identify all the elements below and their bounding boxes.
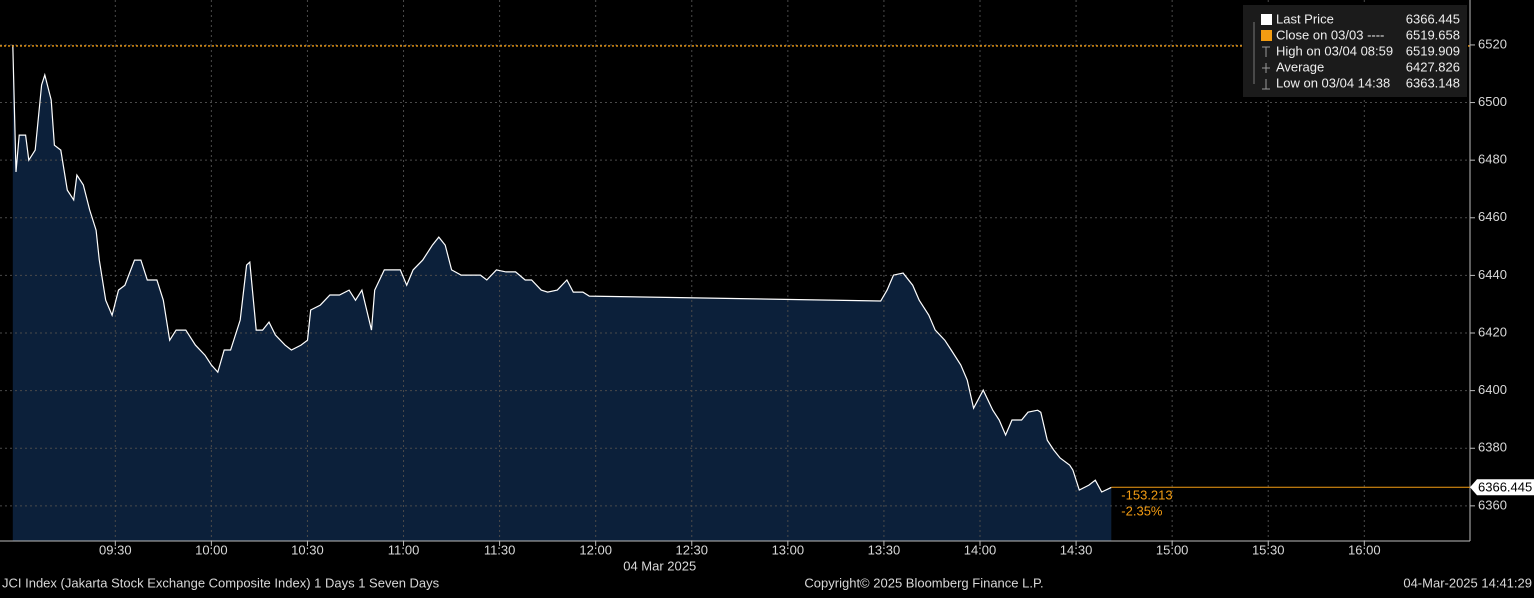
x-tick-label: 13:30 (868, 542, 901, 557)
x-tick-label: 10:30 (291, 542, 324, 557)
footer-right: 04-Mar-2025 14:41:29 (1403, 575, 1532, 590)
legend-label: Last Price (1276, 11, 1334, 26)
x-tick-label: 16:00 (1348, 542, 1381, 557)
x-tick-label: 14:30 (1060, 542, 1093, 557)
legend-label: Close on 03/03 ---- (1276, 27, 1384, 42)
area (12, 44, 1112, 542)
change-label: -2.35% (1121, 504, 1163, 519)
y-tick-label: 6500 (1478, 94, 1507, 109)
x-tick-label: 09:30 (99, 542, 132, 557)
y-tick-label: 6400 (1478, 382, 1507, 397)
y-tick-label: 6460 (1478, 209, 1507, 224)
x-tick-label: 13:00 (772, 542, 805, 557)
legend-value: 6427.826 (1406, 59, 1460, 74)
legend-label: Low on 03/04 14:38 (1276, 75, 1390, 90)
x-tick-label: 15:30 (1252, 542, 1285, 557)
legend-value: 6363.148 (1406, 75, 1460, 90)
legend-label: High on 03/04 08:59 (1276, 43, 1393, 58)
y-tick-label: 6360 (1478, 497, 1507, 512)
legend-label: Average (1276, 59, 1324, 74)
legend-swatch (1261, 30, 1272, 41)
x-tick-label: 14:00 (964, 542, 997, 557)
last-price-tag: 6366.445 (1478, 480, 1532, 495)
legend-box (1243, 5, 1467, 97)
y-tick-label: 6480 (1478, 152, 1507, 167)
change-label: -153.213 (1121, 488, 1172, 503)
legend-swatch (1261, 14, 1272, 25)
y-tick-label: 6420 (1478, 324, 1507, 339)
y-tick-label: 6440 (1478, 267, 1507, 282)
x-tick-label: 11:00 (388, 542, 420, 557)
y-tick-label: 6520 (1478, 36, 1507, 51)
x-tick-label: 10:00 (195, 542, 228, 557)
legend-value: 6519.658 (1406, 27, 1460, 42)
legend-value: 6366.445 (1406, 11, 1460, 26)
x-tick-label: 15:00 (1156, 542, 1189, 557)
x-tick-label: 12:30 (675, 542, 708, 557)
y-tick-label: 6380 (1478, 440, 1507, 455)
footer-center: Copyright© 2025 Bloomberg Finance L.P. (804, 575, 1043, 590)
footer-left: JCI Index (Jakarta Stock Exchange Compos… (2, 575, 440, 590)
x-date-label: 04 Mar 2025 (623, 558, 696, 573)
legend-value: 6519.909 (1406, 43, 1460, 58)
x-tick-label: 11:30 (484, 542, 516, 557)
x-tick-label: 12:00 (579, 542, 612, 557)
price-line (12, 44, 1112, 493)
last-price-tag-bg (1470, 479, 1534, 496)
